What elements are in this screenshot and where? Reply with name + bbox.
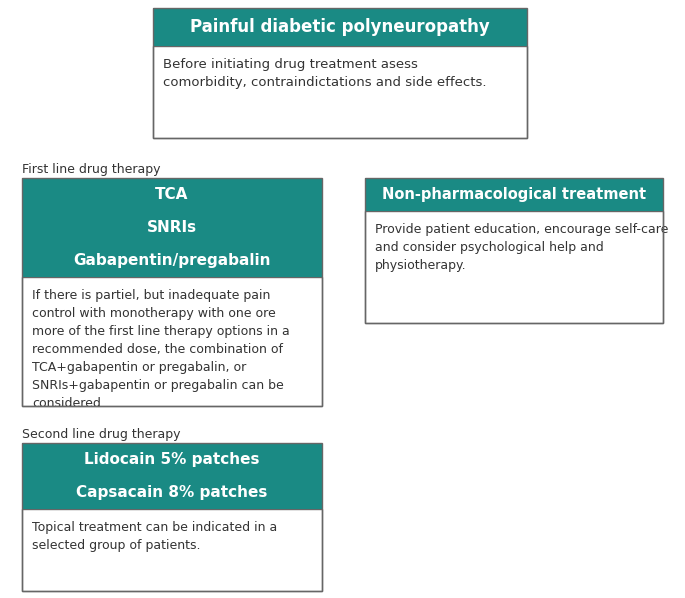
Bar <box>22 211 322 244</box>
Bar <box>22 244 322 277</box>
Bar <box>22 277 322 406</box>
Text: SNRIs: SNRIs <box>147 220 197 235</box>
Bar <box>22 443 322 476</box>
Bar <box>365 178 663 211</box>
Text: Lidocain 5% patches: Lidocain 5% patches <box>84 452 260 467</box>
Bar <box>153 8 527 46</box>
Text: Before initiating drug treatment asess
comorbidity, contraindictations and side : Before initiating drug treatment asess c… <box>163 58 486 89</box>
Bar <box>365 178 663 323</box>
Text: Capsacain 8% patches: Capsacain 8% patches <box>76 485 268 500</box>
Text: Second line drug therapy: Second line drug therapy <box>22 428 181 441</box>
Text: Topical treatment can be indicated in a
selected group of patients.: Topical treatment can be indicated in a … <box>32 521 277 552</box>
Bar <box>153 46 527 138</box>
Text: If there is partiel, but inadequate pain
control with monotherapy with one ore
m: If there is partiel, but inadequate pain… <box>32 289 290 410</box>
Bar <box>22 476 322 509</box>
Text: Provide patient education, encourage self-care
and consider psychological help a: Provide patient education, encourage sel… <box>375 223 669 272</box>
Text: First line drug therapy: First line drug therapy <box>22 163 160 176</box>
Bar <box>22 178 322 406</box>
Text: Gabapentin/pregabalin: Gabapentin/pregabalin <box>73 253 271 268</box>
Text: TCA: TCA <box>155 187 188 202</box>
Text: Painful diabetic polyneuropathy: Painful diabetic polyneuropathy <box>190 18 490 36</box>
Bar <box>365 211 663 323</box>
Text: Non-pharmacological treatment: Non-pharmacological treatment <box>382 187 646 202</box>
Bar <box>22 443 322 591</box>
Bar <box>22 509 322 591</box>
Bar <box>153 8 527 138</box>
Bar <box>22 178 322 211</box>
